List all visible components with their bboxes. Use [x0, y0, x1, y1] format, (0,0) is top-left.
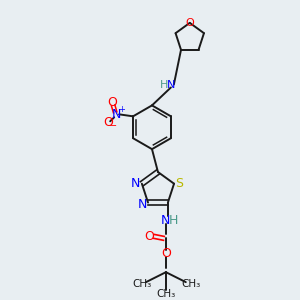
Text: CH₃: CH₃ — [181, 279, 200, 289]
Text: N: N — [112, 108, 121, 121]
Text: O: O — [144, 230, 154, 243]
Text: N: N — [167, 80, 175, 89]
Text: S: S — [175, 177, 183, 190]
Text: N: N — [137, 198, 147, 211]
Text: +: + — [118, 105, 124, 114]
Text: O: O — [161, 247, 171, 260]
Text: O: O — [103, 116, 113, 129]
Text: H: H — [160, 80, 168, 89]
Text: H: H — [169, 214, 178, 227]
Text: O: O — [185, 18, 194, 28]
Text: N: N — [161, 214, 171, 227]
Text: CH₃: CH₃ — [156, 289, 176, 299]
Text: O: O — [107, 96, 117, 109]
Text: CH₃: CH₃ — [132, 279, 152, 289]
Text: N: N — [131, 177, 141, 190]
Text: −: − — [109, 121, 117, 131]
